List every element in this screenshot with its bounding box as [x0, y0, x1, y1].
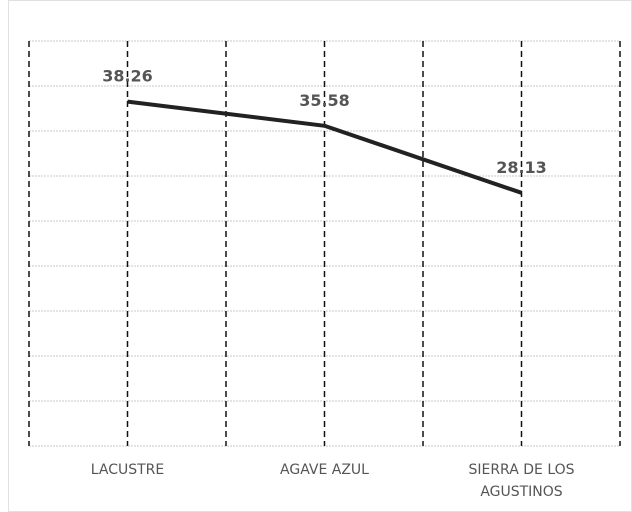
line — [127, 99, 523, 195]
value-label: 28.13 — [496, 158, 547, 177]
value-label: 35.58 — [299, 91, 350, 110]
x-tick-label: AGAVE AZUL — [280, 462, 369, 478]
x-tick-label: LACUSTRE — [90, 462, 165, 478]
value-label: 38.26 — [102, 67, 153, 86]
x-tick-label: SIERRA DE LOS AGUSTINOS — [468, 462, 575, 500]
